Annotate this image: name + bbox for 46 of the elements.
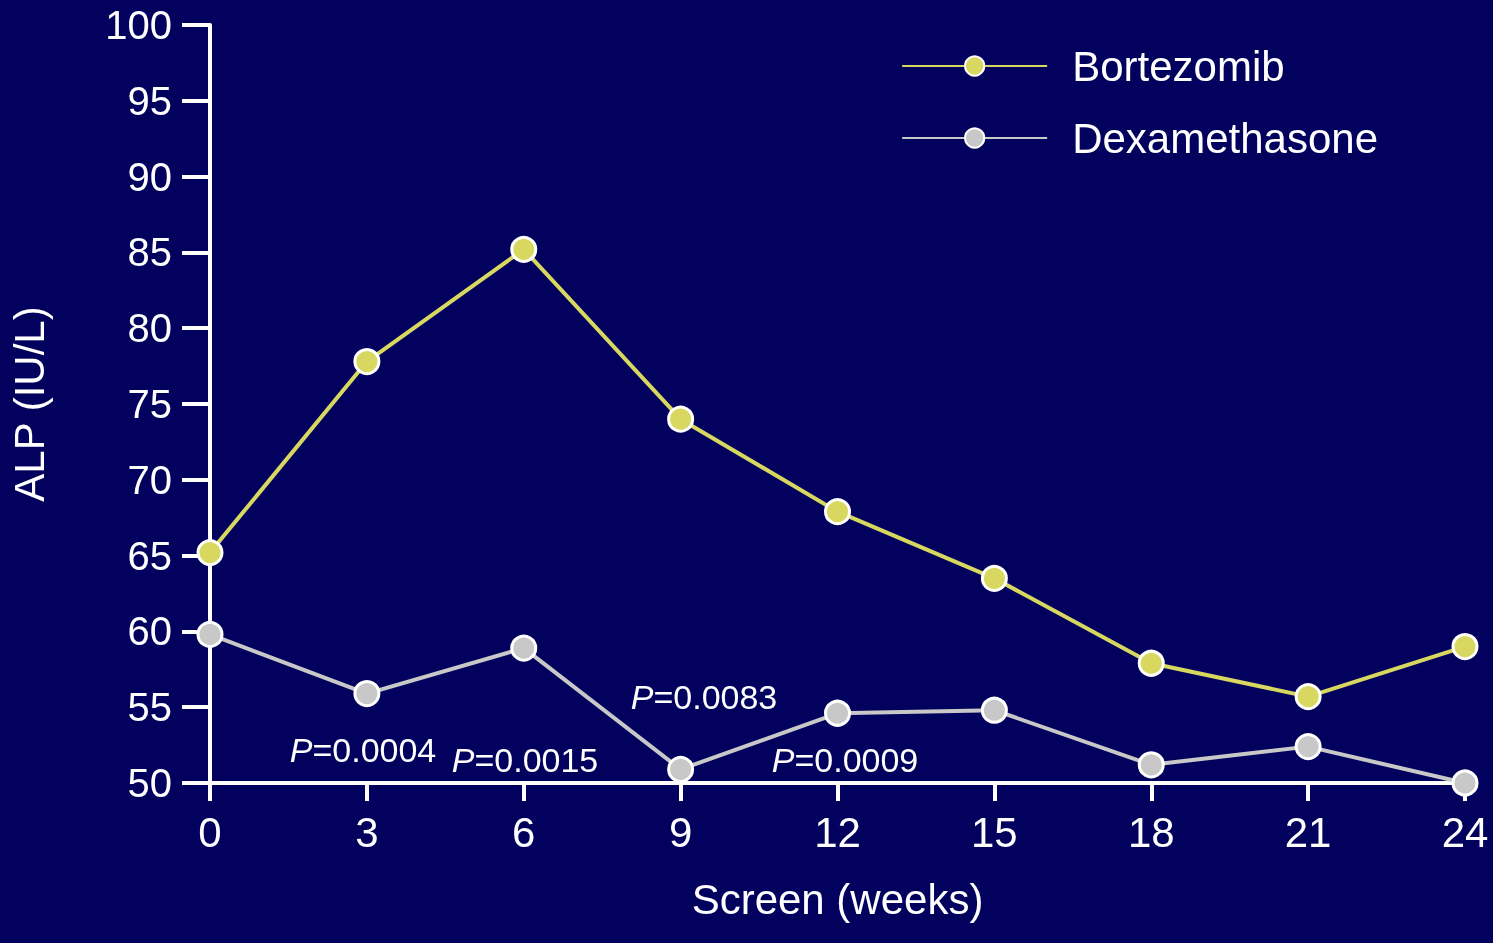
- y-tick-label: 70: [127, 457, 172, 502]
- x-tick-label: 9: [668, 808, 693, 856]
- point: [1451, 769, 1479, 797]
- point: [824, 699, 851, 727]
- y-tick-label: 95: [127, 78, 172, 123]
- y-tick-label: 100: [105, 3, 172, 47]
- y-axis-title: ALP (IU/L): [5, 306, 53, 502]
- y-tick-label: 60: [127, 609, 172, 654]
- point: [353, 680, 381, 708]
- legend-label: Bortezomib: [1072, 42, 1285, 90]
- point: [824, 498, 851, 526]
- point: [353, 348, 381, 376]
- y-tick-label: 85: [127, 230, 172, 275]
- y-tick-label: 65: [127, 533, 172, 578]
- point: [667, 405, 695, 433]
- point: [1451, 633, 1479, 661]
- y-tick-label: 90: [127, 154, 172, 199]
- point: [1137, 649, 1165, 677]
- x-tick-label: 21: [1284, 808, 1332, 856]
- point: [1137, 751, 1165, 779]
- x-tick-label: 3: [355, 808, 379, 856]
- point: [667, 755, 695, 783]
- x-axis-title: Screen (weeks): [691, 875, 984, 923]
- annotation: P=0.0083: [630, 678, 778, 716]
- annotation: P=0.0009: [771, 741, 919, 779]
- point: [510, 634, 538, 662]
- x-tick-label: 15: [971, 808, 1018, 856]
- y-tick-label: 50: [127, 761, 172, 805]
- x-tick-label: 24: [1441, 808, 1489, 856]
- point: [980, 564, 1008, 592]
- x-tick-label: 18: [1127, 808, 1175, 856]
- point: [196, 620, 224, 648]
- legend-label: Dexamethasone: [1072, 114, 1379, 162]
- annotation: P=0.0015: [451, 741, 599, 779]
- point: [196, 539, 224, 567]
- x-tick-label: 12: [814, 808, 861, 856]
- y-tick-label: 75: [127, 382, 172, 426]
- point: [1294, 733, 1322, 761]
- y-tick-label: 55: [127, 685, 172, 730]
- annotation: P=0.0004: [289, 731, 437, 769]
- x-tick-label: 0: [198, 808, 222, 856]
- y-tick-label: 80: [127, 306, 172, 351]
- point: [510, 235, 538, 263]
- x-tick-label: 6: [512, 808, 536, 856]
- point: [1294, 683, 1322, 711]
- point: [980, 696, 1008, 724]
